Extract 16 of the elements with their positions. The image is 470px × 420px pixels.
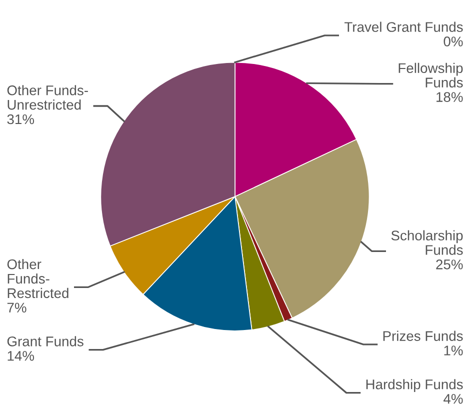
data-label: 25%	[436, 260, 463, 270]
data-label: 18%	[436, 92, 463, 102]
data-label: 1%	[444, 346, 463, 356]
data-label: 31%	[7, 114, 34, 124]
slice-label: Hardship Funds	[366, 379, 463, 392]
slice-label: Grant Funds	[7, 336, 84, 346]
data-label: 14%	[8, 351, 34, 361]
data-label: 4%	[444, 394, 463, 404]
data-label: 7%	[7, 302, 26, 313]
text: 0%	[444, 36, 463, 46]
slice-label: Other Funds- Restricted	[7, 258, 68, 298]
slice-label: Scholarship Funds	[391, 230, 463, 255]
slice-label: Other Funds- Unrestricted	[7, 85, 88, 110]
slice-label: Fellowship Funds	[398, 62, 463, 88]
slice-label: Prizes Funds	[383, 330, 463, 341]
category-label: Travel Grant Funds	[344, 22, 463, 32]
